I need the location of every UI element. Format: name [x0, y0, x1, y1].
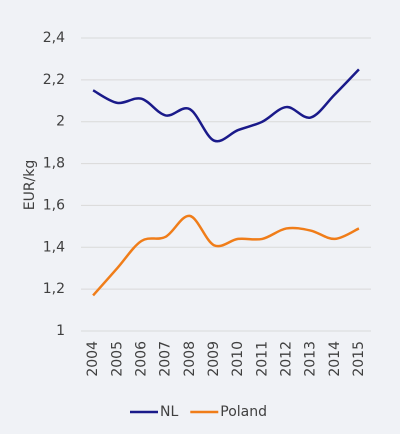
y-tick-label: 1,8 — [43, 156, 65, 172]
y-tick-label: 2,4 — [43, 30, 65, 46]
y-axis-label: EUR/kg — [22, 160, 38, 211]
line — [92, 214, 360, 297]
x-tick-label: 2011 — [254, 341, 270, 377]
x-tick-label: 2009 — [206, 341, 222, 377]
x-tick-label: 2005 — [109, 341, 125, 377]
x-tick-label: 2008 — [182, 341, 198, 377]
x-tick-label: 2006 — [133, 341, 149, 377]
legend-label: Poland — [220, 404, 267, 420]
y-tick-label: 2,2 — [43, 72, 65, 88]
y-tick-label: 1 — [56, 323, 65, 339]
y-tick-label: 1,4 — [43, 239, 65, 255]
x-tick-label: 2004 — [85, 341, 101, 377]
y-tick-label: 1,2 — [43, 281, 65, 297]
x-tick-label: 2012 — [278, 341, 294, 377]
legend-label: NL — [160, 404, 178, 420]
x-tick-label: 2014 — [327, 341, 343, 377]
x-tick-label: 2015 — [351, 341, 367, 377]
x-tick-label: 2007 — [158, 341, 174, 377]
y-tick-label: 2 — [56, 114, 65, 130]
line — [92, 68, 360, 143]
x-tick-label: 2013 — [303, 341, 319, 377]
y-tick-label: 1,6 — [43, 197, 65, 213]
x-tick-label: 2010 — [230, 341, 246, 377]
